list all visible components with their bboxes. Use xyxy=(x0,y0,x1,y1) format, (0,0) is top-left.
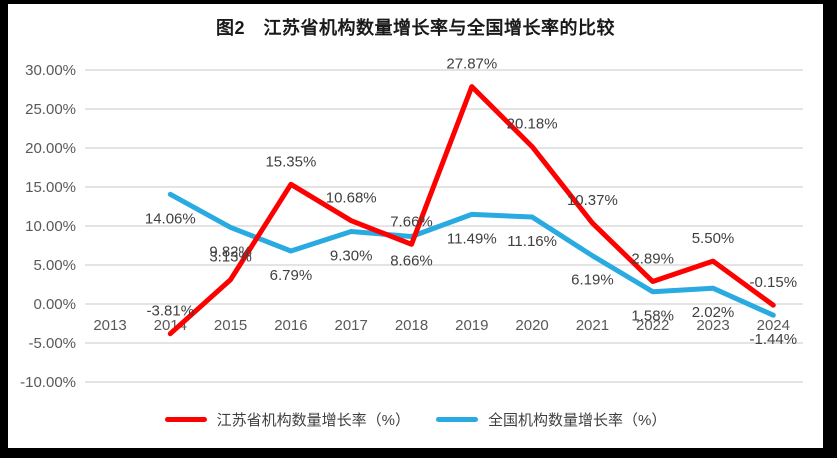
data-label: 3.13% xyxy=(209,249,252,266)
x-axis-tick-label: 2014 xyxy=(154,317,187,334)
y-axis-tick-label: 0.00% xyxy=(33,296,76,313)
x-axis-tick-label: 2016 xyxy=(274,317,307,334)
x-axis-tick-label: 2020 xyxy=(515,317,548,334)
data-label: 20.18% xyxy=(507,116,558,133)
chart-surface: 图2 江苏省机构数量增长率与全国增长率的比较 30.00% 25.00% 20.00… xyxy=(8,4,823,448)
series-line xyxy=(167,191,776,318)
x-axis-tick-label: 2017 xyxy=(335,317,368,334)
data-label: 15.35% xyxy=(265,153,316,170)
x-axis-tick-label: 2023 xyxy=(696,317,729,334)
data-label: 6.19% xyxy=(571,272,614,289)
data-label: 7.66% xyxy=(390,213,433,230)
x-axis-tick-label: 2021 xyxy=(576,317,609,334)
x-axis-tick-label: 2022 xyxy=(636,317,669,334)
data-label: 9.82% xyxy=(209,243,252,260)
x-axis-tick-label: 2013 xyxy=(93,317,126,334)
data-label: 6.79% xyxy=(270,267,313,284)
series-line xyxy=(167,84,776,337)
data-label: 5.50% xyxy=(692,230,735,247)
legend-swatch-national-line xyxy=(436,417,478,422)
data-label: 8.66% xyxy=(390,253,433,270)
data-label: 9.30% xyxy=(330,248,373,265)
legend-label-jiangsu: 江苏省机构数量增长率（%） xyxy=(216,412,410,429)
y-axis-tick-label: -5.00% xyxy=(28,335,76,352)
data-label: 11.16% xyxy=(507,233,557,250)
data-label: 1.58% xyxy=(631,308,674,325)
data-label: 14.06% xyxy=(145,210,196,227)
data-label: 2.02% xyxy=(692,304,735,321)
chart-title: 图2 江苏省机构数量增长率与全国增长率的比较 xyxy=(215,18,615,38)
y-axis-tick-label: 30.00% xyxy=(25,62,76,79)
y-axis-tick-label: 25.00% xyxy=(25,101,76,118)
data-label: 2.89% xyxy=(631,251,674,268)
y-axis-tick-label: 15.00% xyxy=(25,179,76,196)
chart-legend: 江苏省机构数量增长率（%） 全国机构数量增长率（%） xyxy=(8,409,823,430)
legend-label-national: 全国机构数量增长率（%） xyxy=(488,412,667,429)
data-label: 11.49% xyxy=(447,230,497,247)
legend-swatch-jiangsu-line xyxy=(164,417,207,422)
data-label: 10.37% xyxy=(567,192,618,209)
data-label: 10.68% xyxy=(326,190,377,207)
data-label: 27.87% xyxy=(446,56,497,73)
data-label: -1.44% xyxy=(750,331,798,348)
data-label: -0.15% xyxy=(750,274,798,291)
x-axis-tick-label: 2015 xyxy=(214,317,247,334)
x-axis-tick-label: 2019 xyxy=(455,317,488,334)
data-label: -3.81% xyxy=(147,303,195,320)
y-axis-tick-label: -10.00% xyxy=(20,374,76,391)
x-axis-tick-label: 2024 xyxy=(757,317,790,334)
y-axis-tick-label: 20.00% xyxy=(25,140,76,157)
y-axis-tick-label: 5.00% xyxy=(33,257,76,274)
x-axis-tick-label: 2018 xyxy=(395,317,428,334)
y-axis-tick-label: 10.00% xyxy=(25,218,76,235)
